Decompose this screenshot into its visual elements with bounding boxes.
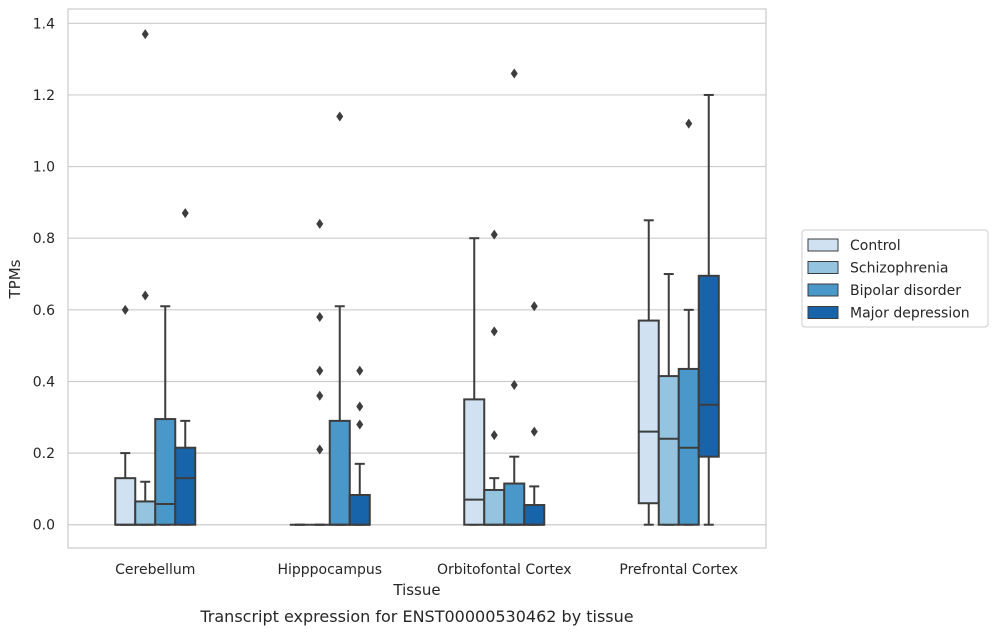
x-tick-label: Prefrontal Cortex	[619, 562, 738, 578]
box-groups	[114, 29, 720, 526]
outlier-point	[316, 365, 324, 376]
legend-frame	[801, 229, 989, 328]
outlier-point	[356, 419, 364, 430]
outlier-point	[181, 208, 189, 219]
outlier-point	[336, 111, 344, 122]
legend-label: Bipolar disorder	[850, 283, 961, 299]
outlier-point	[490, 326, 498, 337]
outlier-point	[530, 301, 538, 312]
box-iqr	[483, 488, 506, 526]
outlier-point	[121, 304, 129, 315]
outlier-point	[316, 390, 324, 401]
legend-label: Control	[850, 238, 901, 254]
box-control	[637, 219, 660, 526]
x-tick-label: Orbitofontal Cortex	[437, 562, 572, 578]
outlier-point	[490, 229, 498, 240]
x-axis-label: Tissue	[392, 581, 440, 599]
box-bipolar-disorder	[677, 118, 700, 526]
y-tick-label: 0.4	[33, 374, 55, 390]
legend-swatch	[807, 238, 839, 252]
y-tick-label: 1.0	[33, 160, 55, 176]
box-iqr	[114, 477, 137, 526]
outlier-point	[356, 365, 364, 376]
box-iqr	[697, 274, 720, 458]
box-bipolar-disorder	[154, 305, 177, 526]
outlier-point	[510, 68, 518, 79]
legend-label: Schizophrenia	[850, 261, 948, 277]
outlier-point	[356, 401, 364, 412]
box-bipolar-disorder	[328, 111, 351, 526]
y-tick-label: 0.6	[33, 303, 55, 319]
y-axis-ticks: 0.0 0.2 0.4 0.6 0.8 1.0 1.2 1.4	[33, 16, 55, 533]
x-tick-label: Hipppocampus	[277, 562, 382, 578]
y-tick-label: 0.2	[33, 446, 55, 462]
legend-swatch	[807, 283, 839, 297]
box-iqr	[463, 398, 486, 526]
outlier-point	[490, 430, 498, 441]
box-major-depression	[174, 208, 197, 526]
outlier-point	[685, 118, 693, 129]
box-schizophrenia	[483, 229, 506, 526]
x-tick-label: Cerebellum	[115, 562, 195, 578]
outlier-point	[141, 290, 149, 301]
legend-swatch	[807, 306, 839, 319]
x-axis-ticks: Cerebellum Hipppocampus Orbitofontal Corte…	[115, 562, 738, 578]
outlier-point	[510, 380, 518, 391]
chart-caption: Transcript expression for ENST0000053046…	[199, 607, 633, 626]
box-major-depression	[523, 301, 546, 526]
box-iqr	[657, 375, 680, 526]
box-iqr	[637, 319, 660, 505]
box-iqr	[154, 418, 177, 526]
outlier-point	[316, 312, 324, 322]
outlier-point	[141, 29, 149, 40]
y-axis-label: TPMs	[6, 259, 24, 299]
box-major-depression	[697, 93, 720, 526]
y-tick-label: 1.2	[33, 88, 55, 104]
legend-label: Major depression	[850, 306, 970, 322]
y-tick-label: 0.8	[33, 231, 55, 247]
box-control	[463, 237, 486, 526]
box-iqr	[503, 482, 526, 526]
y-tick-label: 0.0	[33, 518, 55, 534]
box-bipolar-disorder	[503, 68, 526, 526]
box-schizophrenia	[309, 218, 330, 526]
box-iqr	[134, 500, 157, 526]
box-schizophrenia	[657, 273, 680, 526]
box-iqr	[328, 419, 351, 526]
box-schizophrenia	[134, 29, 157, 526]
y-tick-label: 1.4	[33, 16, 55, 32]
plot-frame	[67, 8, 767, 549]
outlier-point	[316, 444, 324, 455]
legend-swatch	[807, 261, 839, 274]
box-iqr	[174, 446, 197, 526]
box-iqr	[348, 493, 371, 526]
box-major-depression	[348, 365, 371, 526]
legend: Control Schizophrenia Bipolar disorder Majo…	[801, 229, 989, 328]
box-control	[114, 304, 137, 526]
box-iqr	[523, 504, 546, 526]
outlier-point	[316, 218, 324, 229]
outlier-point	[530, 426, 538, 437]
